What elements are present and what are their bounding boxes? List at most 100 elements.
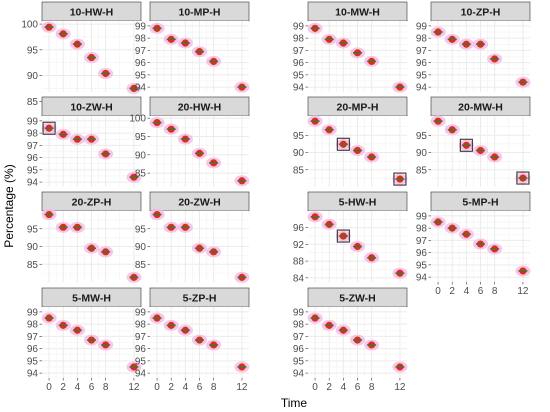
y-tick-label: 96 bbox=[27, 153, 39, 164]
x-tick-label: 8 bbox=[103, 382, 109, 393]
x-tick-label: 0 bbox=[312, 382, 318, 393]
y-tick-label: 94 bbox=[416, 83, 428, 94]
x-tick-label: 12 bbox=[394, 382, 406, 393]
y-tick-label: 99 bbox=[27, 307, 39, 318]
x-tick-label: 0 bbox=[46, 382, 52, 393]
y-tick-label: 95 bbox=[293, 356, 305, 367]
y-tick-label: 95 bbox=[135, 356, 147, 367]
y-tick-label: 99 bbox=[135, 21, 147, 32]
y-tick-label: 95 bbox=[135, 224, 147, 235]
facet-panel: 20-ZW-H 85 90 95 bbox=[135, 191, 250, 283]
facet-title: 10-ZP-H bbox=[461, 7, 501, 19]
highlight-box bbox=[42, 121, 56, 135]
y-tick-label: 90 bbox=[416, 148, 428, 159]
facet-panel: 20-HW-H 85 90 95 100 bbox=[129, 96, 250, 187]
facet-title: 20-MP-H bbox=[336, 102, 378, 114]
x-tick-label: 0 bbox=[435, 286, 441, 297]
y-tick-label: 97 bbox=[27, 332, 39, 343]
facet-title: 5-ZW-H bbox=[339, 293, 376, 305]
x-tick-label: 4 bbox=[341, 382, 347, 393]
y-tick-label: 98 bbox=[27, 320, 39, 331]
y-tick-label: 88 bbox=[293, 257, 305, 268]
facet-panel: 20-ZP-H 85 90 95 bbox=[27, 191, 142, 283]
y-tick-label: 99 bbox=[293, 21, 305, 32]
y-tick-label: 84 bbox=[293, 273, 305, 284]
y-tick-label: 95 bbox=[416, 131, 428, 142]
x-tick-label: 12 bbox=[517, 286, 529, 297]
y-tick-label: 95 bbox=[293, 131, 305, 142]
x-tick-label: 2 bbox=[326, 382, 332, 393]
y-tick-label: 94 bbox=[27, 369, 39, 380]
y-tick-label: 90 bbox=[135, 150, 147, 161]
y-tick-label: 97 bbox=[293, 332, 305, 343]
y-tick-label: 99 bbox=[293, 307, 305, 318]
y-tick-label: 98 bbox=[416, 34, 428, 45]
x-tick-label: 4 bbox=[75, 382, 81, 393]
y-tick-label: 90 bbox=[27, 242, 39, 253]
y-tick-label: 98 bbox=[27, 129, 39, 140]
y-tick-label: 95 bbox=[135, 132, 147, 143]
facet-panel: 10-HW-H 85 90 95 100 bbox=[21, 1, 142, 108]
y-tick-label: 95 bbox=[135, 70, 147, 81]
y-tick-label: 96 bbox=[293, 344, 305, 355]
y-tick-label: 85 bbox=[135, 169, 147, 180]
y-tick-label: 90 bbox=[27, 71, 39, 82]
highlight-box bbox=[459, 138, 473, 152]
x-tick-label: 8 bbox=[211, 382, 217, 393]
y-tick-label: 94 bbox=[293, 83, 305, 94]
y-tick-label: 85 bbox=[293, 165, 305, 176]
y-tick-label: 94 bbox=[416, 273, 428, 284]
x-tick-label: 4 bbox=[183, 382, 189, 393]
x-axis-title: Time bbox=[281, 396, 308, 410]
facet-title: 20-MW-H bbox=[458, 102, 503, 114]
facet-title: 20-ZP-H bbox=[72, 197, 112, 209]
facet-panel: 20-MW-H 85 90 95 bbox=[416, 96, 531, 187]
x-tick-label: 4 bbox=[464, 286, 470, 297]
x-tick-label: 6 bbox=[89, 382, 95, 393]
y-tick-label: 98 bbox=[416, 224, 428, 235]
facet-title: 5-ZP-H bbox=[183, 293, 217, 305]
y-tick-label: 100 bbox=[21, 20, 38, 31]
y-tick-label: 85 bbox=[416, 165, 428, 176]
y-tick-label: 98 bbox=[135, 34, 147, 45]
x-tick-label: 6 bbox=[478, 286, 484, 297]
x-tick-label: 8 bbox=[369, 382, 375, 393]
y-tick-label: 92 bbox=[293, 240, 305, 251]
y-tick-label: 98 bbox=[293, 320, 305, 331]
y-tick-label: 97 bbox=[293, 46, 305, 57]
x-tick-label: 12 bbox=[236, 382, 248, 393]
highlight-box bbox=[516, 171, 530, 185]
facet-title: 5-HW-H bbox=[339, 197, 377, 209]
facet-title: 10-HW-H bbox=[70, 7, 114, 19]
y-tick-label: 97 bbox=[416, 236, 428, 247]
y-tick-label: 96 bbox=[135, 58, 147, 69]
y-tick-label: 95 bbox=[27, 165, 39, 176]
y-axis-title: Percentage (%) bbox=[2, 164, 16, 247]
facet-title: 10-ZW-H bbox=[70, 102, 112, 114]
y-tick-label: 97 bbox=[27, 141, 39, 152]
facet-title: 10-MW-H bbox=[335, 7, 380, 19]
x-tick-label: 2 bbox=[60, 382, 66, 393]
y-tick-label: 98 bbox=[135, 320, 147, 331]
facet-title: 20-HW-H bbox=[178, 102, 222, 114]
y-tick-label: 98 bbox=[293, 34, 305, 45]
facet-title: 20-ZW-H bbox=[178, 197, 220, 209]
y-tick-label: 85 bbox=[135, 260, 147, 271]
y-tick-label: 96 bbox=[293, 58, 305, 69]
y-tick-label: 96 bbox=[135, 344, 147, 355]
highlight-box bbox=[336, 229, 350, 243]
y-tick-label: 95 bbox=[27, 356, 39, 367]
y-tick-label: 94 bbox=[135, 83, 147, 94]
y-tick-label: 96 bbox=[416, 58, 428, 69]
x-tick-label: 8 bbox=[492, 286, 498, 297]
y-tick-label: 96 bbox=[416, 248, 428, 259]
y-tick-label: 95 bbox=[416, 70, 428, 81]
x-tick-label: 6 bbox=[197, 382, 203, 393]
